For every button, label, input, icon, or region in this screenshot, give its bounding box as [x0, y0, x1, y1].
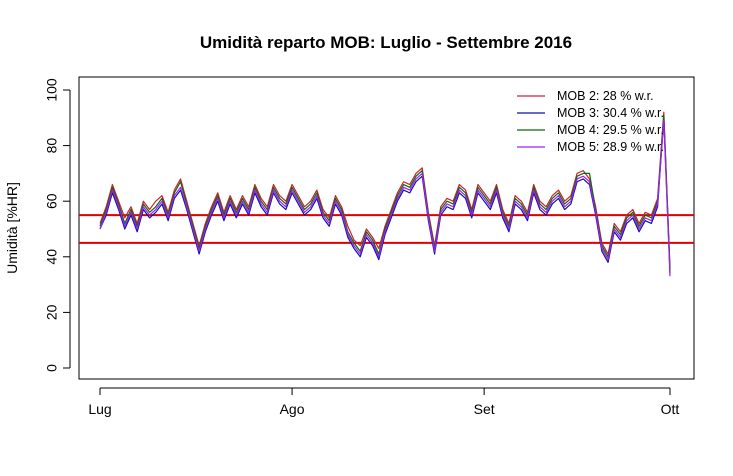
y-axis: 0 20 40 60 80 100	[44, 78, 71, 372]
y-axis-label: Umidità [%HR]	[4, 182, 20, 274]
x-tick-label: Set	[474, 401, 495, 417]
chart-title: Umidità reparto MOB: Luglio - Settembre …	[200, 33, 572, 52]
y-tick-label: 100	[44, 78, 60, 102]
legend: MOB 2: 28 % w.r. MOB 3: 30.4 % w.r. MOB 4:…	[517, 89, 664, 154]
x-axis: Lug Ago Set Ott	[88, 387, 680, 417]
series-lines	[99, 111, 671, 277]
reference-lines	[79, 214, 694, 244]
y-tick-label: 20	[44, 304, 60, 320]
x-tick-label: Ago	[280, 401, 305, 417]
series-line-mob-5	[99, 119, 671, 277]
legend-label: MOB 4: 29.5 % w.r.	[557, 123, 664, 137]
y-tick-label: 60	[44, 193, 60, 209]
y-tick-label: 40	[44, 249, 60, 265]
series-line-mob-3	[99, 117, 671, 274]
legend-label: MOB 5: 28.9 % w.r.	[557, 140, 664, 154]
series-line-mob-4	[99, 114, 671, 271]
legend-label: MOB 2: 28 % w.r.	[557, 89, 654, 103]
y-tick-label: 0	[44, 364, 60, 372]
x-tick-label: Lug	[88, 401, 111, 417]
x-tick-label: Ott	[661, 401, 680, 417]
legend-label: MOB 3: 30.4 % w.r.	[557, 106, 664, 120]
series-line-mob-2	[99, 111, 671, 268]
y-tick-label: 80	[44, 138, 60, 154]
plot-frame	[78, 76, 695, 380]
